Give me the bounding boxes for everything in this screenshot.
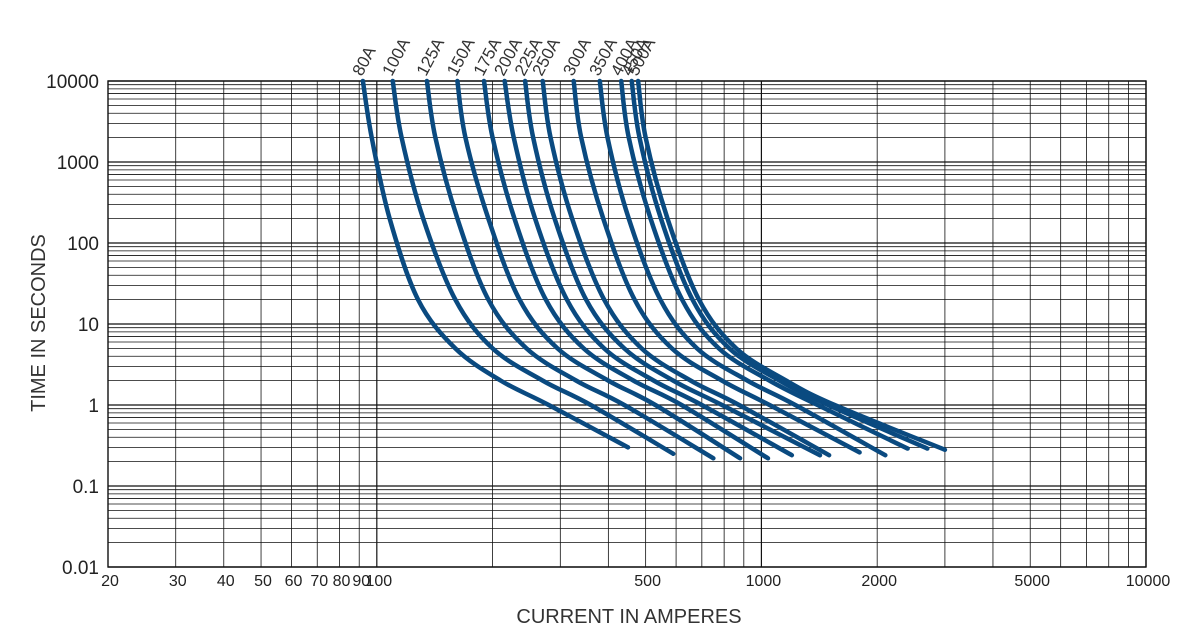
x-tick-label: 5000 [1014, 573, 1050, 590]
x-tick-label: 20 [101, 573, 119, 590]
series-curve-400A [618, 78, 910, 451]
x-tick-label: 30 [169, 573, 187, 590]
grid [107, 80, 1147, 568]
curves [360, 78, 948, 461]
x-tick-label: 90 [352, 573, 370, 590]
x-tick-label: 50 [254, 573, 272, 590]
y-tick-label: 10 [78, 315, 99, 336]
x-axis-title: CURRENT IN AMPERES [516, 606, 741, 628]
x-tick-label: 60 [285, 573, 303, 590]
x-tick-label: 2000 [861, 573, 897, 590]
y-tick-label: 0.01 [62, 558, 99, 579]
y-axis-title: TIME IN SECONDS [28, 234, 50, 412]
curve-label: 100A [378, 34, 414, 79]
series-curve-350A [597, 78, 888, 458]
y-tick-label: 100 [67, 234, 99, 255]
series-curve-300A [571, 78, 862, 455]
series-curve-80A [360, 78, 631, 450]
series-curve-450A [629, 78, 930, 451]
x-tick-label: 100 [365, 573, 392, 590]
series-curve-200A [502, 78, 795, 458]
y-tick-label: 10000 [46, 72, 99, 93]
x-tick-label: 70 [310, 573, 328, 590]
series-curve-150A [455, 78, 743, 461]
curve-label: 80A [349, 43, 380, 79]
series-curve-125A [424, 78, 716, 461]
series-curve-100A [390, 78, 676, 457]
x-tick-label: 10000 [1126, 573, 1171, 590]
curve-labels: 80A100A125A150A175A200A225A250A300A350A4… [349, 34, 660, 79]
y-tick-label: 1000 [57, 153, 99, 174]
x-tick-label: 1000 [746, 573, 782, 590]
x-tick-label: 500 [634, 573, 661, 590]
y-tick-label: 1 [88, 396, 99, 417]
x-tick-label: 80 [333, 573, 351, 590]
series-curve-500A [635, 78, 948, 453]
curve-label: 125A [413, 34, 449, 79]
x-tick-label: 40 [217, 573, 235, 590]
series-curve-175A [481, 78, 771, 461]
y-tick-label: 0.1 [73, 477, 99, 498]
series-curve-250A [540, 78, 832, 458]
series-curve-225A [522, 78, 823, 458]
